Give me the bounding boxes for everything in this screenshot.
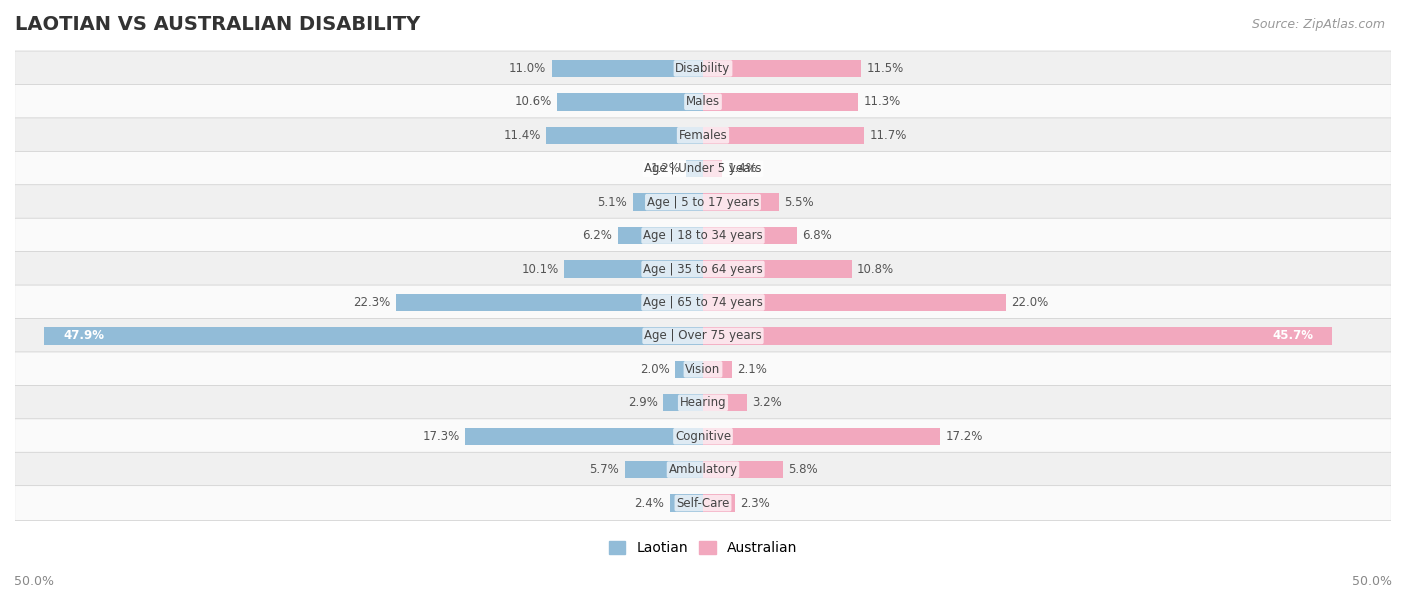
Bar [703, 294, 1005, 311]
Text: Vision: Vision [685, 363, 721, 376]
FancyBboxPatch shape [14, 318, 1392, 353]
Text: 11.0%: 11.0% [509, 62, 546, 75]
Text: 17.2%: 17.2% [945, 430, 983, 442]
Text: Age | 35 to 64 years: Age | 35 to 64 years [643, 263, 763, 275]
Bar [396, 294, 703, 311]
Bar [703, 327, 1331, 345]
Bar [617, 227, 703, 244]
Bar [703, 260, 852, 278]
Bar [671, 494, 703, 512]
Bar [664, 394, 703, 411]
Text: 47.9%: 47.9% [63, 329, 104, 342]
Text: 1.2%: 1.2% [651, 162, 681, 175]
FancyBboxPatch shape [14, 84, 1392, 119]
Bar [633, 193, 703, 211]
Bar [703, 494, 735, 512]
FancyBboxPatch shape [14, 285, 1392, 320]
Text: 22.3%: 22.3% [353, 296, 391, 309]
Bar [703, 360, 733, 378]
Bar [703, 394, 747, 411]
Text: 50.0%: 50.0% [14, 575, 53, 588]
Text: Age | Under 5 years: Age | Under 5 years [644, 162, 762, 175]
Bar [44, 327, 703, 345]
FancyBboxPatch shape [14, 185, 1392, 220]
Text: Ambulatory: Ambulatory [668, 463, 738, 476]
Text: 2.9%: 2.9% [627, 396, 658, 409]
Bar [675, 360, 703, 378]
FancyBboxPatch shape [14, 118, 1392, 152]
Text: 11.4%: 11.4% [503, 129, 541, 142]
Text: Disability: Disability [675, 62, 731, 75]
Bar [703, 160, 723, 177]
Text: 50.0%: 50.0% [1353, 575, 1392, 588]
Bar [703, 127, 865, 144]
FancyBboxPatch shape [14, 419, 1392, 453]
Bar [546, 127, 703, 144]
Text: Age | 65 to 74 years: Age | 65 to 74 years [643, 296, 763, 309]
Bar [703, 461, 783, 479]
Text: 11.7%: 11.7% [869, 129, 907, 142]
Text: Self-Care: Self-Care [676, 496, 730, 510]
FancyBboxPatch shape [14, 218, 1392, 253]
Bar [465, 428, 703, 445]
Bar [686, 160, 703, 177]
Bar [551, 60, 703, 77]
Bar [703, 428, 939, 445]
FancyBboxPatch shape [14, 151, 1392, 186]
FancyBboxPatch shape [14, 452, 1392, 487]
Bar [703, 227, 797, 244]
Text: 22.0%: 22.0% [1011, 296, 1049, 309]
Text: 10.8%: 10.8% [858, 263, 894, 275]
Bar [703, 60, 862, 77]
FancyBboxPatch shape [14, 352, 1392, 387]
Text: Hearing: Hearing [679, 396, 727, 409]
Text: Cognitive: Cognitive [675, 430, 731, 442]
Text: LAOTIAN VS AUSTRALIAN DISABILITY: LAOTIAN VS AUSTRALIAN DISABILITY [15, 15, 420, 34]
Bar [564, 260, 703, 278]
Bar [557, 93, 703, 111]
Text: Females: Females [679, 129, 727, 142]
Bar [703, 193, 779, 211]
Text: 5.8%: 5.8% [789, 463, 818, 476]
Text: Age | 5 to 17 years: Age | 5 to 17 years [647, 196, 759, 209]
Text: 10.6%: 10.6% [515, 95, 551, 108]
Bar [624, 461, 703, 479]
Text: 2.4%: 2.4% [634, 496, 665, 510]
Text: 5.7%: 5.7% [589, 463, 619, 476]
Text: 2.3%: 2.3% [740, 496, 770, 510]
FancyBboxPatch shape [14, 252, 1392, 286]
FancyBboxPatch shape [14, 386, 1392, 420]
Text: 6.2%: 6.2% [582, 229, 612, 242]
FancyBboxPatch shape [14, 51, 1392, 86]
Text: 1.4%: 1.4% [728, 162, 758, 175]
Text: 11.5%: 11.5% [866, 62, 904, 75]
Text: 17.3%: 17.3% [422, 430, 460, 442]
FancyBboxPatch shape [14, 486, 1392, 520]
Text: Age | Over 75 years: Age | Over 75 years [644, 329, 762, 342]
Text: 11.3%: 11.3% [865, 95, 901, 108]
Text: 3.2%: 3.2% [752, 396, 782, 409]
Text: Source: ZipAtlas.com: Source: ZipAtlas.com [1251, 18, 1385, 31]
Text: Males: Males [686, 95, 720, 108]
Text: 5.5%: 5.5% [785, 196, 814, 209]
Text: 2.0%: 2.0% [640, 363, 671, 376]
Text: 5.1%: 5.1% [598, 196, 627, 209]
Text: 10.1%: 10.1% [522, 263, 558, 275]
Legend: Laotian, Australian: Laotian, Australian [603, 536, 803, 561]
Text: 6.8%: 6.8% [801, 229, 832, 242]
Text: 45.7%: 45.7% [1272, 329, 1313, 342]
Text: Age | 18 to 34 years: Age | 18 to 34 years [643, 229, 763, 242]
Text: 2.1%: 2.1% [737, 363, 768, 376]
Bar [703, 93, 859, 111]
